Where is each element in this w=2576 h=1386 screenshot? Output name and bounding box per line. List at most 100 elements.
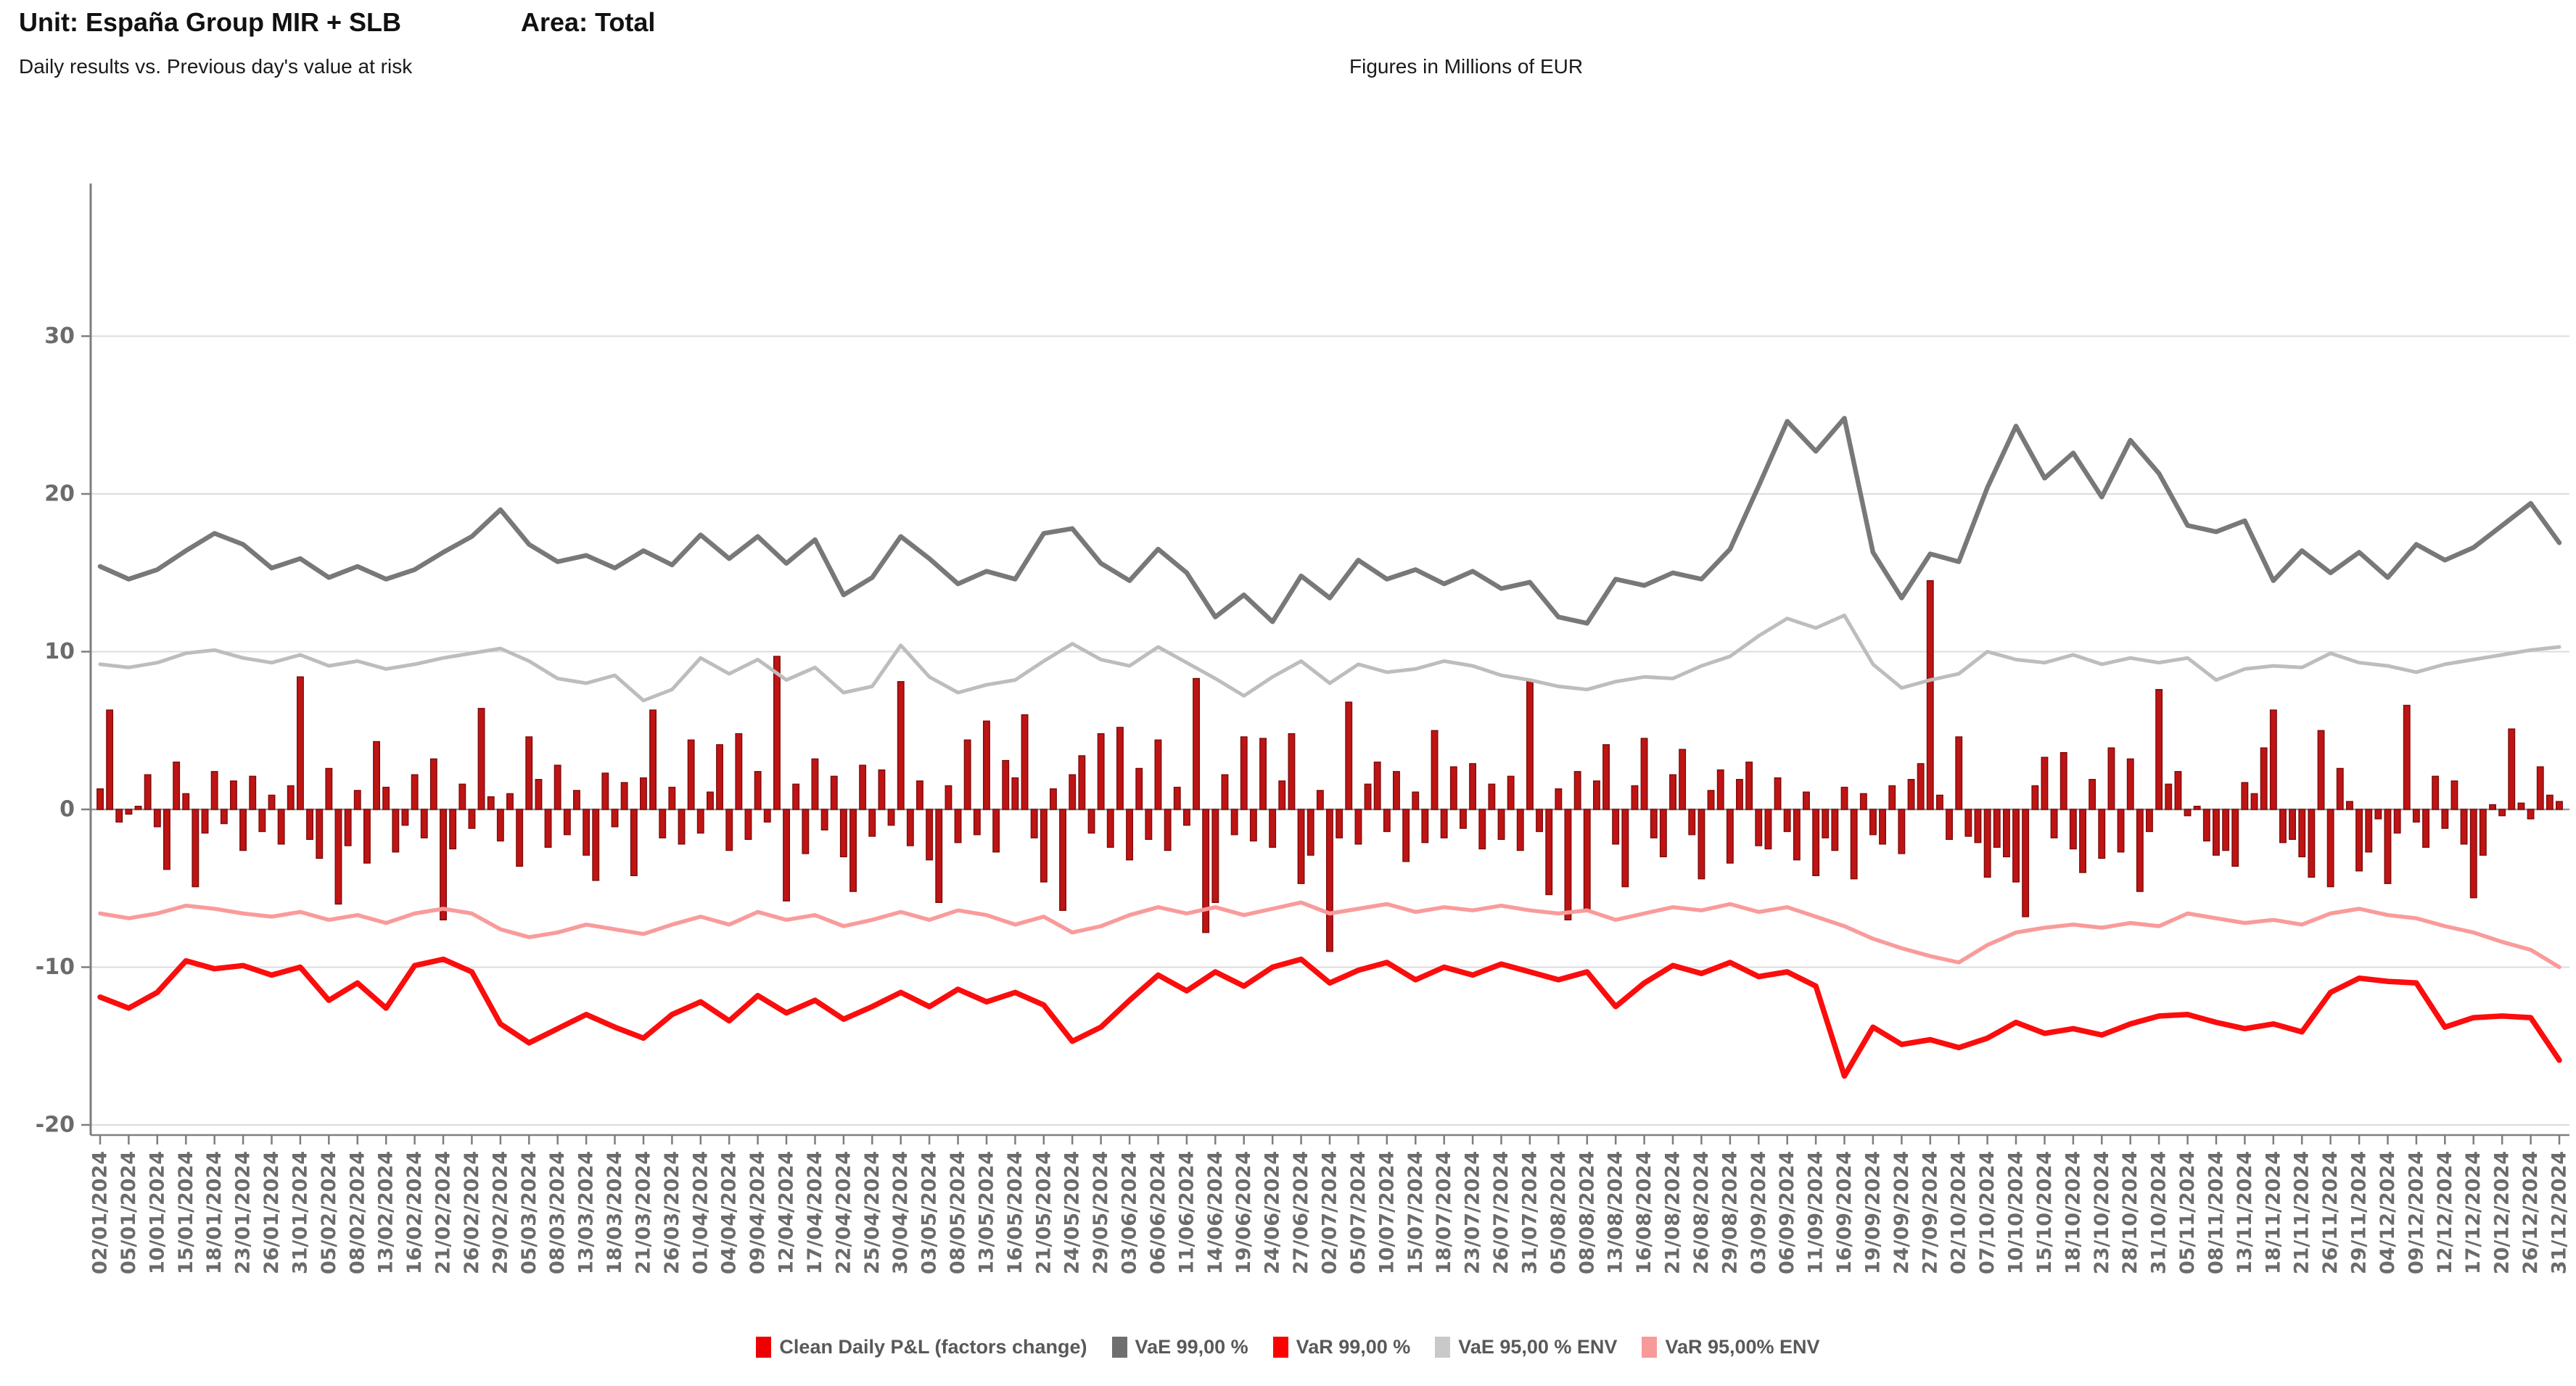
svg-text:21/05/2024: 21/05/2024 xyxy=(1032,1151,1055,1274)
svg-text:17/12/2024: 17/12/2024 xyxy=(2462,1151,2485,1274)
svg-text:02/01/2024: 02/01/2024 xyxy=(89,1151,112,1274)
svg-text:10/07/2024: 10/07/2024 xyxy=(1375,1151,1398,1274)
svg-text:26/12/2024: 26/12/2024 xyxy=(2519,1151,2542,1274)
legend-label: VaE 99,00 % xyxy=(1135,1336,1248,1358)
svg-text:23/01/2024: 23/01/2024 xyxy=(232,1151,255,1274)
svg-text:18/01/2024: 18/01/2024 xyxy=(203,1151,226,1274)
pnl-swatch-icon xyxy=(756,1337,772,1358)
legend-item-pnl: Clean Daily P&L (factors change) xyxy=(756,1336,1087,1358)
svg-text:29/11/2024: 29/11/2024 xyxy=(2348,1151,2371,1274)
svg-text:17/04/2024: 17/04/2024 xyxy=(804,1151,826,1274)
svg-text:26/07/2024: 26/07/2024 xyxy=(1490,1151,1513,1274)
svg-text:05/01/2024: 05/01/2024 xyxy=(118,1151,140,1274)
svg-text:13/08/2024: 13/08/2024 xyxy=(1605,1151,1627,1274)
unit-title: Unit: España Group MIR + SLB xyxy=(19,7,402,37)
svg-text:24/05/2024: 24/05/2024 xyxy=(1061,1151,1084,1274)
svg-text:12/12/2024: 12/12/2024 xyxy=(2434,1151,2456,1274)
svg-text:11/09/2024: 11/09/2024 xyxy=(1805,1151,1827,1274)
svg-text:05/11/2024: 05/11/2024 xyxy=(2176,1151,2199,1274)
svg-text:21/11/2024: 21/11/2024 xyxy=(2291,1151,2313,1274)
svg-text:22/04/2024: 22/04/2024 xyxy=(832,1151,855,1274)
svg-text:15/01/2024: 15/01/2024 xyxy=(175,1151,197,1274)
chart-subtitle: Daily results vs. Previous day's value a… xyxy=(19,55,413,78)
svg-text:19/06/2024: 19/06/2024 xyxy=(1233,1151,1255,1274)
svg-text:19/09/2024: 19/09/2024 xyxy=(1861,1151,1884,1274)
svg-text:16/02/2024: 16/02/2024 xyxy=(403,1151,426,1274)
legend-item-vae99: VaE 99,00 % xyxy=(1111,1336,1248,1358)
svg-text:29/02/2024: 29/02/2024 xyxy=(489,1151,511,1274)
svg-text:13/05/2024: 13/05/2024 xyxy=(976,1151,998,1274)
svg-text:0: 0 xyxy=(59,797,75,822)
svg-text:05/08/2024: 05/08/2024 xyxy=(1547,1151,1570,1274)
vae95-swatch-icon xyxy=(1435,1337,1451,1358)
legend-label: VaR 95,00% ENV xyxy=(1665,1336,1820,1358)
svg-text:18/07/2024: 18/07/2024 xyxy=(1433,1151,1455,1274)
vae99-swatch-icon xyxy=(1111,1337,1127,1358)
legend-item-vae95: VaE 95,00 % ENV xyxy=(1435,1336,1617,1358)
svg-text:21/08/2024: 21/08/2024 xyxy=(1662,1151,1684,1274)
svg-text:10/01/2024: 10/01/2024 xyxy=(146,1151,168,1274)
svg-text:05/03/2024: 05/03/2024 xyxy=(518,1151,540,1274)
svg-text:20: 20 xyxy=(44,482,75,507)
svg-text:23/07/2024: 23/07/2024 xyxy=(1462,1151,1484,1274)
svg-text:18/10/2024: 18/10/2024 xyxy=(2062,1151,2084,1274)
svg-text:02/07/2024: 02/07/2024 xyxy=(1319,1151,1341,1274)
svg-text:08/02/2024: 08/02/2024 xyxy=(346,1151,369,1274)
svg-text:18/03/2024: 18/03/2024 xyxy=(604,1151,626,1274)
svg-text:09/12/2024: 09/12/2024 xyxy=(2405,1151,2427,1274)
svg-text:26/01/2024: 26/01/2024 xyxy=(260,1151,283,1274)
svg-text:29/08/2024: 29/08/2024 xyxy=(1719,1151,1741,1274)
chart-legend: Clean Daily P&L (factors change) VaE 99,… xyxy=(0,1336,2576,1358)
svg-text:10: 10 xyxy=(44,639,75,664)
svg-text:20/12/2024: 20/12/2024 xyxy=(2491,1151,2514,1274)
svg-text:25/04/2024: 25/04/2024 xyxy=(861,1151,884,1274)
svg-text:21/02/2024: 21/02/2024 xyxy=(432,1151,455,1274)
svg-text:05/07/2024: 05/07/2024 xyxy=(1347,1151,1370,1274)
legend-item-var99: VaR 99,00 % xyxy=(1272,1336,1411,1358)
svg-text:15/07/2024: 15/07/2024 xyxy=(1404,1151,1427,1274)
svg-text:16/09/2024: 16/09/2024 xyxy=(1833,1151,1856,1274)
svg-text:11/06/2024: 11/06/2024 xyxy=(1175,1151,1198,1274)
svg-text:03/05/2024: 03/05/2024 xyxy=(918,1151,941,1274)
svg-text:09/04/2024: 09/04/2024 xyxy=(746,1151,769,1274)
svg-text:13/02/2024: 13/02/2024 xyxy=(375,1151,398,1274)
svg-text:31/10/2024: 31/10/2024 xyxy=(2148,1151,2170,1274)
var99-swatch-icon xyxy=(1272,1337,1288,1358)
svg-text:08/05/2024: 08/05/2024 xyxy=(947,1151,969,1274)
area-title: Area: Total xyxy=(521,7,656,37)
svg-text:26/11/2024: 26/11/2024 xyxy=(2319,1151,2342,1274)
svg-text:08/03/2024: 08/03/2024 xyxy=(546,1151,569,1274)
svg-text:08/11/2024: 08/11/2024 xyxy=(2205,1151,2228,1274)
svg-text:08/08/2024: 08/08/2024 xyxy=(1576,1151,1598,1274)
svg-text:26/03/2024: 26/03/2024 xyxy=(661,1151,683,1274)
svg-text:03/09/2024: 03/09/2024 xyxy=(1748,1151,1770,1274)
legend-label: VaR 99,00 % xyxy=(1296,1336,1411,1358)
svg-text:13/11/2024: 13/11/2024 xyxy=(2234,1151,2256,1274)
svg-text:16/05/2024: 16/05/2024 xyxy=(1004,1151,1026,1274)
svg-text:03/06/2024: 03/06/2024 xyxy=(1119,1151,1141,1274)
svg-text:02/10/2024: 02/10/2024 xyxy=(1948,1151,1970,1274)
svg-text:24/06/2024: 24/06/2024 xyxy=(1262,1151,1284,1274)
svg-text:18/11/2024: 18/11/2024 xyxy=(2262,1151,2284,1274)
svg-text:23/10/2024: 23/10/2024 xyxy=(2091,1151,2113,1274)
legend-label: Clean Daily P&L (factors change) xyxy=(779,1336,1087,1358)
svg-text:06/06/2024: 06/06/2024 xyxy=(1147,1151,1169,1274)
svg-text:30/04/2024: 30/04/2024 xyxy=(889,1151,912,1274)
svg-text:06/09/2024: 06/09/2024 xyxy=(1776,1151,1798,1274)
svg-text:31/07/2024: 31/07/2024 xyxy=(1518,1151,1541,1274)
chart-canvas: 30 20 10 0 -10 -20 02/01/2024 05/01/2024 10/01/2… xyxy=(36,183,2571,1274)
svg-text:12/04/2024: 12/04/2024 xyxy=(775,1151,798,1274)
svg-text:31/12/2024: 31/12/2024 xyxy=(2548,1151,2571,1274)
svg-text:-20: -20 xyxy=(36,1113,75,1138)
svg-text:04/12/2024: 04/12/2024 xyxy=(2377,1151,2399,1274)
svg-text:29/05/2024: 29/05/2024 xyxy=(1090,1151,1112,1274)
svg-text:27/09/2024: 27/09/2024 xyxy=(1919,1151,1941,1274)
svg-text:15/10/2024: 15/10/2024 xyxy=(2033,1151,2056,1274)
svg-text:28/10/2024: 28/10/2024 xyxy=(2119,1151,2141,1274)
svg-text:26/02/2024: 26/02/2024 xyxy=(461,1151,483,1274)
var95-swatch-icon xyxy=(1642,1337,1658,1358)
svg-text:21/03/2024: 21/03/2024 xyxy=(633,1151,655,1274)
svg-text:31/01/2024: 31/01/2024 xyxy=(289,1151,311,1274)
units-note: Figures in Millions of EUR xyxy=(1349,55,1584,78)
legend-item-var95: VaR 95,00% ENV xyxy=(1642,1336,1820,1358)
